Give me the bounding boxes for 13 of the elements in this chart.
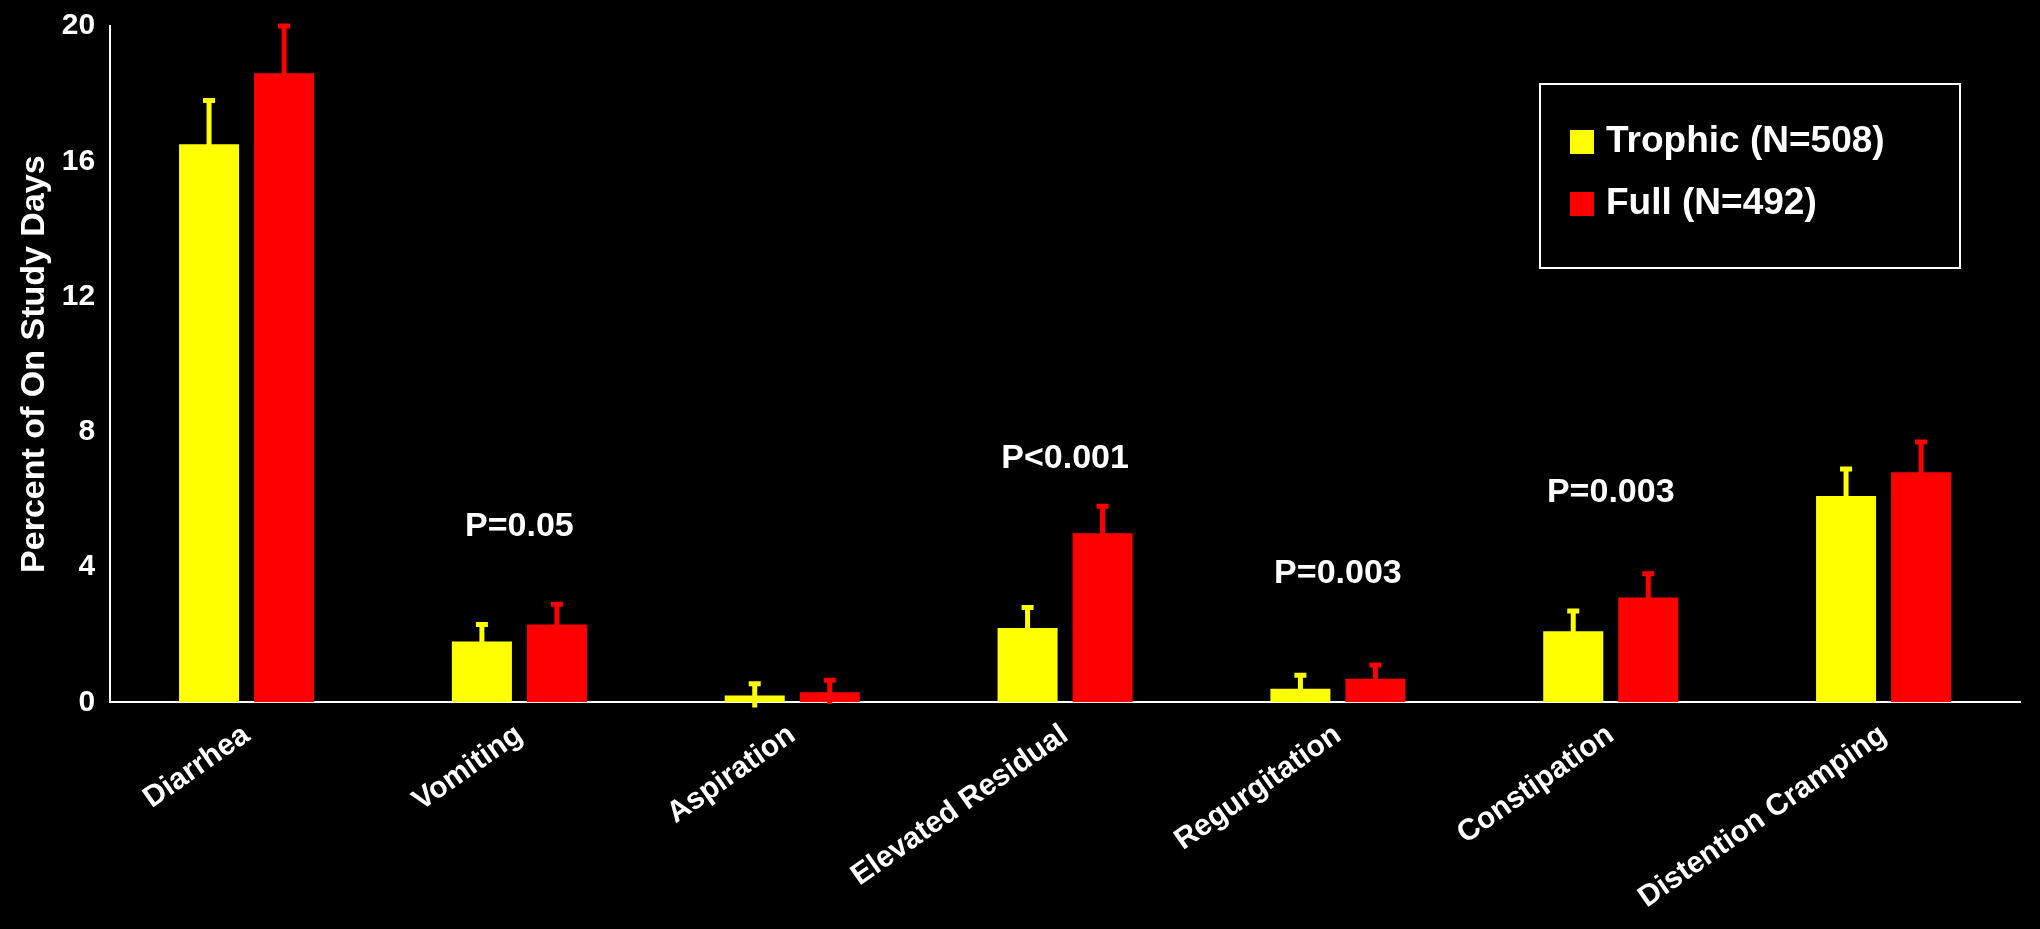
y-tick-label: 16 <box>61 142 96 176</box>
annotation: P=0.003 <box>1274 552 1402 591</box>
legend-label: Full (N=492) <box>1606 181 1817 223</box>
y-tick-label: 20 <box>61 7 96 41</box>
annotation: P<0.001 <box>1001 437 1129 476</box>
legend-label: Trophic (N=508) <box>1606 119 1885 161</box>
y-tick-label: 8 <box>78 413 96 447</box>
y-tick-label: 4 <box>78 548 96 582</box>
annotation: P=0.05 <box>465 504 574 543</box>
y-axis-title: Percent of On Study Days <box>12 155 51 573</box>
y-tick-label: 12 <box>61 277 96 311</box>
y-tick-label: 0 <box>78 683 96 717</box>
annotation: P=0.003 <box>1546 471 1675 510</box>
